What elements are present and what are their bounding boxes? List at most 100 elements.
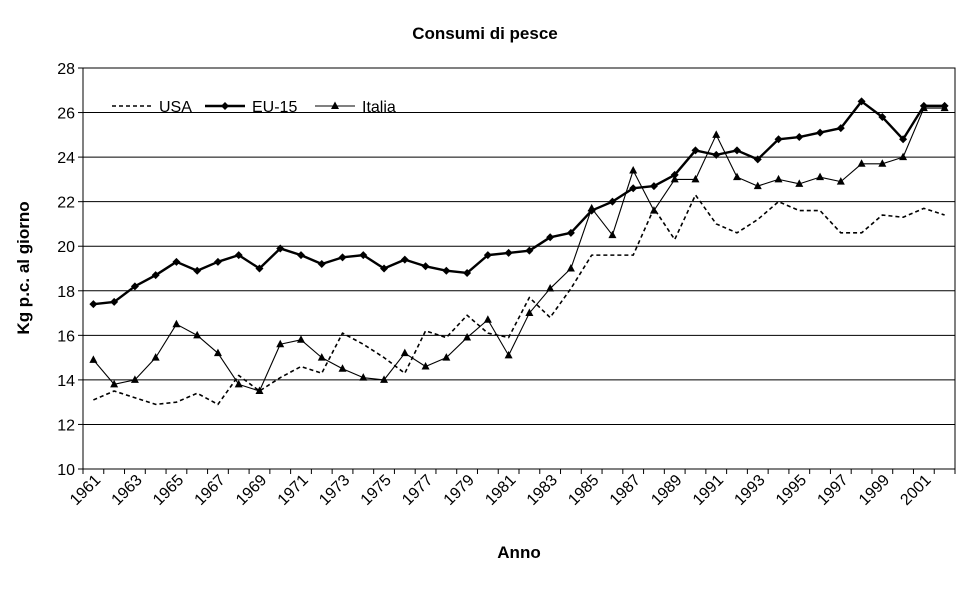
data-point-eu-15	[317, 260, 326, 269]
data-point-italia	[234, 379, 243, 388]
data-point-italia	[483, 315, 492, 323]
data-point-italia	[919, 103, 928, 112]
y-tick-label: 14	[57, 373, 75, 390]
x-tick-label: 1983	[524, 472, 561, 509]
y-tick-label: 26	[57, 106, 75, 123]
data-point-italia	[566, 264, 575, 272]
data-point-italia	[608, 230, 617, 239]
data-point-italia	[359, 373, 368, 381]
data-point-eu-15	[421, 262, 430, 271]
y-tick-label: 18	[57, 284, 75, 301]
data-point-italia	[774, 174, 783, 183]
data-point-italia	[546, 284, 555, 292]
data-point-eu-15	[151, 271, 160, 280]
data-point-italia	[795, 179, 804, 187]
y-tick-label: 24	[57, 150, 75, 167]
data-point-italia	[525, 308, 534, 317]
legend-marker-eu-15	[221, 102, 229, 110]
data-point-eu-15	[857, 97, 866, 106]
x-tick-label: 1967	[192, 472, 229, 509]
series-italia	[89, 103, 949, 395]
series-line-eu-15	[93, 100, 945, 306]
series-usa	[93, 194, 945, 406]
y-axis-ticks: 10 12 14 16 18 20 22 24 26 28	[57, 61, 83, 479]
legend-marker-italia	[331, 101, 339, 109]
series-line-italia	[92, 107, 945, 392]
legend: USA EU-15 Italia	[112, 99, 396, 116]
data-point-eu-15	[380, 264, 389, 273]
data-point-eu-15	[733, 146, 741, 155]
data-point-italia	[504, 350, 513, 359]
legend-label-eu-15: EU-15	[252, 99, 297, 116]
y-tick-label: 16	[57, 328, 75, 345]
data-point-eu-15	[400, 255, 409, 264]
y-tick-label: 20	[57, 239, 75, 256]
x-tick-label: 1989	[648, 472, 685, 509]
data-point-eu-15	[878, 113, 887, 122]
legend-item-eu-15: EU-15	[205, 99, 297, 116]
x-tick-label: 1963	[109, 472, 146, 509]
data-point-italia	[255, 386, 264, 395]
legend-label-usa: USA	[159, 99, 192, 116]
data-point-eu-15	[816, 128, 825, 137]
data-point-eu-15	[629, 184, 638, 193]
data-point-italia	[213, 348, 222, 357]
data-point-eu-15	[753, 155, 762, 164]
data-point-italia	[733, 172, 741, 181]
y-tick-label: 10	[57, 462, 75, 479]
x-tick-label: 1995	[773, 472, 810, 509]
data-point-italia	[442, 353, 451, 361]
data-point-eu-15	[566, 228, 575, 237]
data-point-eu-15	[193, 266, 202, 275]
series-eu-15	[89, 97, 949, 309]
data-point-eu-15	[130, 282, 139, 291]
data-point-eu-15	[442, 266, 451, 275]
data-point-italia	[172, 319, 181, 328]
data-point-eu-15	[712, 150, 721, 159]
x-tick-label: 1965	[150, 472, 187, 509]
data-point-italia	[110, 379, 119, 388]
y-axis-title: Kg p.c. al giorno	[14, 201, 33, 334]
series-group	[89, 97, 949, 406]
data-point-italia	[712, 130, 721, 138]
x-tick-label: 1973	[316, 472, 353, 509]
data-point-eu-15	[338, 253, 347, 262]
legend-label-italia: Italia	[362, 99, 396, 116]
data-point-italia	[587, 203, 596, 212]
data-point-eu-15	[649, 182, 658, 191]
data-point-italia	[649, 206, 658, 214]
x-tick-label: 1999	[856, 472, 893, 509]
x-tick-label: 1987	[607, 472, 644, 509]
data-point-italia	[691, 174, 700, 183]
chart-title: Consumi di pesce	[412, 24, 557, 43]
data-point-eu-15	[463, 268, 472, 277]
data-point-eu-15	[525, 246, 534, 255]
data-point-eu-15	[546, 233, 555, 242]
data-point-italia	[940, 103, 949, 112]
data-point-eu-15	[774, 135, 783, 144]
y-tick-label: 12	[57, 417, 75, 434]
data-point-italia	[629, 165, 638, 174]
gridlines	[83, 112, 955, 425]
x-tick-label: 1971	[275, 472, 312, 509]
data-point-italia	[421, 362, 430, 370]
x-tick-label: 1981	[482, 472, 519, 509]
data-point-eu-15	[608, 197, 617, 206]
data-point-italia	[836, 177, 845, 185]
data-point-eu-15	[234, 251, 243, 260]
series-line-usa	[93, 194, 945, 406]
data-point-italia	[193, 330, 202, 339]
y-tick-label: 22	[57, 195, 75, 212]
x-tick-label: 1997	[814, 472, 851, 509]
data-point-italia	[130, 375, 139, 383]
data-point-italia	[670, 174, 679, 183]
data-point-italia	[297, 335, 305, 343]
data-point-italia	[899, 152, 908, 161]
data-point-eu-15	[359, 251, 368, 260]
x-tick-label: 1975	[358, 472, 395, 509]
data-point-eu-15	[110, 297, 119, 306]
data-point-eu-15	[691, 146, 700, 155]
x-axis-title: Anno	[497, 543, 540, 562]
data-point-eu-15	[276, 244, 285, 253]
